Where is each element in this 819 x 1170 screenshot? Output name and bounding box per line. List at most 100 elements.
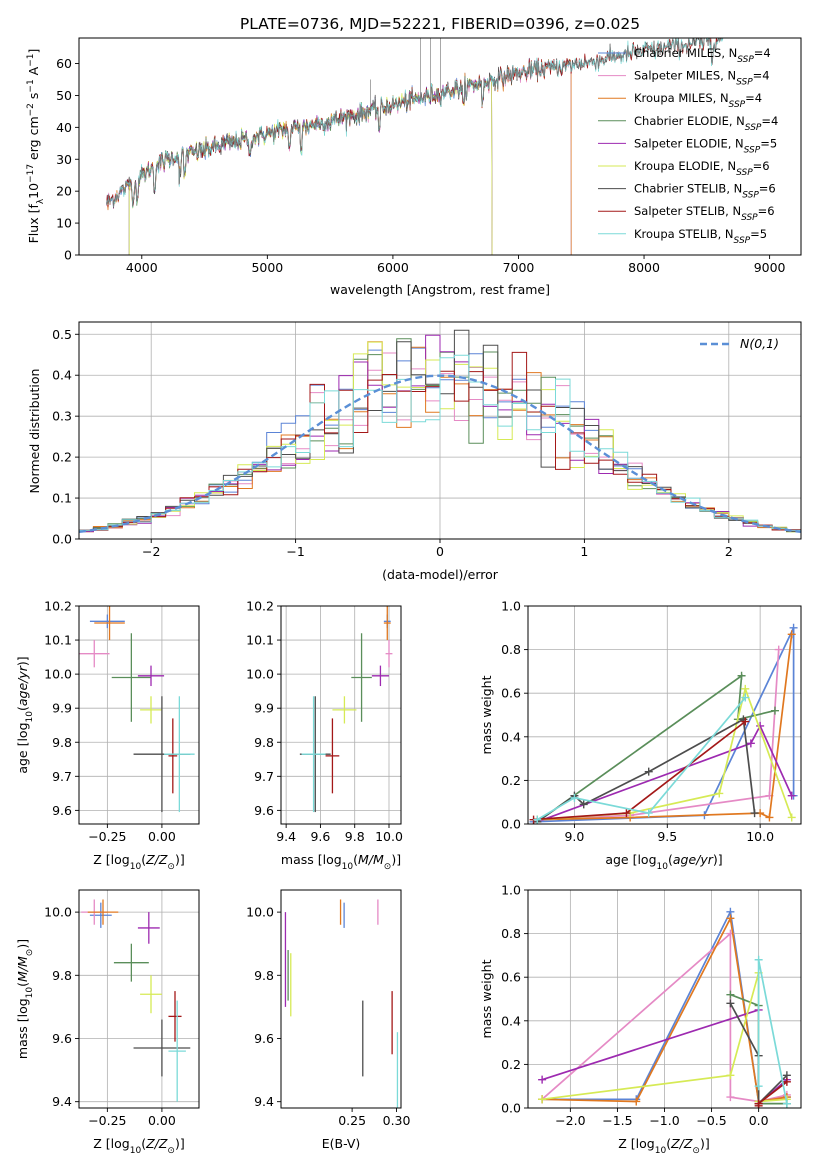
y-tick-label: 0.5 (52, 327, 72, 342)
x-tick-label: 0.00 (148, 1113, 176, 1128)
axes-frame (280, 889, 402, 1109)
weight-line (757, 959, 788, 1104)
weight-marker (750, 809, 759, 818)
x-tick-label: 6000 (377, 260, 409, 275)
axes-frame (527, 889, 802, 1109)
gaussian-curve (79, 374, 801, 533)
y-tick-label: 0.8 (501, 926, 521, 941)
x-tick-label: −1 (286, 544, 304, 559)
y-tick-label: 0.6 (501, 686, 521, 701)
axes-frame (280, 605, 402, 825)
data-spectrum (106, 38, 724, 207)
y-tick-label: 9.6 (254, 803, 274, 818)
x-tick-label: 10.0 (746, 829, 774, 844)
weight-marker (715, 789, 724, 798)
weight-marker (538, 1095, 547, 1104)
legend-entry: Kroupa ELODIE, NSSP=6 (634, 159, 770, 178)
weight-marker (644, 809, 653, 818)
x-tick-label: 9.0 (564, 829, 584, 844)
panel-weights_vs_age: 9.0 9.5 10.0 0.0 0.2 0.4 0.6 0.8 1.0 age [log10(a… (479, 599, 802, 872)
x-axis-label: Z [log10(Z/Z⊙)] (618, 1136, 709, 1156)
y-tick-label: 10.0 (246, 667, 274, 682)
x-tick-label: 9.8 (345, 829, 365, 844)
y-tick-label: 30 (56, 152, 72, 167)
y-tick-label: 10.2 (246, 599, 274, 614)
y-axis-label: age [log10(age/yr)] (15, 656, 35, 773)
x-tick-label: 0.30 (383, 1113, 411, 1128)
weight-marker (632, 1097, 641, 1106)
plot-area (299, 606, 393, 813)
weight-marker (789, 623, 798, 632)
axes-frame (527, 605, 802, 825)
x-tick-label: 9.4 (276, 829, 296, 844)
weight-line (536, 674, 776, 823)
weight-line (536, 697, 746, 821)
x-axis-label: Z [log10(Z/Z⊙)] (93, 852, 184, 872)
y-tick-label: 1.0 (501, 883, 521, 898)
y-tick-label: 0.3 (52, 409, 72, 424)
y-tick-label: 0.6 (501, 970, 521, 985)
y-tick-label: 10.1 (44, 633, 72, 648)
y-tick-label: 20 (56, 184, 72, 199)
y-tick-label: 0.2 (52, 450, 72, 465)
legend-entry: Kroupa STELIB, NSSP=5 (634, 227, 767, 246)
x-tick-label: 1 (580, 544, 588, 559)
axes-frame (78, 321, 802, 540)
y-tick-label: 0.4 (52, 368, 72, 383)
y-tick-label: 9.9 (52, 701, 72, 716)
y-tick-label: 10.2 (44, 599, 72, 614)
panel-spectrum: 4000 5000 6000 7000 8000 9000 0 10 20 30 40 50 60 wav… (26, 37, 802, 297)
x-tick-label: −2.0 (555, 1113, 585, 1128)
y-tick-label: 0.2 (501, 1057, 521, 1072)
x-tick-label: 7000 (503, 260, 535, 275)
y-axis-label: Flux [fλ10−17 erg cm−2 s−1 A−1] (26, 49, 46, 244)
y-tick-label: 10.0 (44, 667, 72, 682)
weight-line (536, 718, 756, 823)
y-tick-label: 9.6 (254, 1031, 274, 1046)
weight-marker (774, 645, 783, 654)
y-tick-label: 10.0 (246, 905, 274, 920)
x-axis-label: mass [log10(M/M⊙)] (281, 852, 401, 872)
y-tick-label: 9.4 (254, 1094, 274, 1109)
y-tick-label: 50 (56, 88, 72, 103)
x-tick-label: −1.0 (649, 1113, 679, 1128)
weight-marker (782, 1099, 791, 1108)
y-axis-label: mass [log10(M/M⊙)] (15, 939, 35, 1059)
x-tick-label: 5000 (251, 260, 283, 275)
y-tick-label: 9.6 (52, 1031, 72, 1046)
weight-marker (579, 800, 588, 809)
y-tick-label: 0.0 (501, 817, 521, 832)
x-axis-label: age [log10(age/yr)] (605, 852, 722, 872)
y-tick-label: 0.4 (501, 729, 521, 744)
panel-mass_vs_ebv: 0.25 0.30 9.4 9.6 9.8 10.0 E(B-V) (246, 889, 411, 1151)
y-tick-label: 9.8 (254, 735, 274, 750)
y-tick-label: 0 (64, 248, 72, 263)
legend-entry: Chabrier ELODIE, NSSP=4 (634, 114, 778, 133)
legend-entry: Chabrier MILES, NSSP=4 (634, 46, 771, 65)
x-tick-label: 8000 (628, 260, 660, 275)
weight-marker (726, 990, 735, 999)
weight-marker (538, 1075, 547, 1084)
weight-marker (754, 955, 763, 964)
x-tick-label: 0.25 (338, 1113, 366, 1128)
x-tick-label: −2 (142, 544, 160, 559)
plot-area (284, 899, 399, 1108)
legend-entry: Salpeter ELODIE, NSSP=5 (634, 136, 777, 155)
weight-line (537, 634, 793, 821)
y-tick-label: 0.0 (52, 532, 72, 547)
panel-age_vs_mass: 9.4 9.6 9.8 10.09.69.79.89.910.010.110.2mas… (246, 599, 403, 873)
x-tick-label: 10.0 (375, 829, 403, 844)
axes-frame (78, 605, 200, 825)
weight-marker (741, 684, 750, 693)
panel-residuals: −2 −1 0 1 2 0.0 0.1 0.2 0.3 0.4 0.5 (data-model)/er… (27, 321, 802, 582)
axes-frame (78, 37, 802, 256)
x-tick-label: 0.00 (148, 829, 176, 844)
panel-age_vs_Z: −0.25 0.00 9.6 9.7 9.8 9.9 10.0 10.1 10.2 Z [log1… (15, 599, 200, 872)
y-tick-label: 9.6 (52, 803, 72, 818)
x-tick-label: 4000 (126, 260, 158, 275)
y-tick-label: 0.8 (501, 642, 521, 657)
y-axis-label: mass weight (479, 675, 494, 754)
x-axis-label: E(B-V) (322, 1136, 361, 1151)
y-tick-label: 9.8 (52, 735, 72, 750)
